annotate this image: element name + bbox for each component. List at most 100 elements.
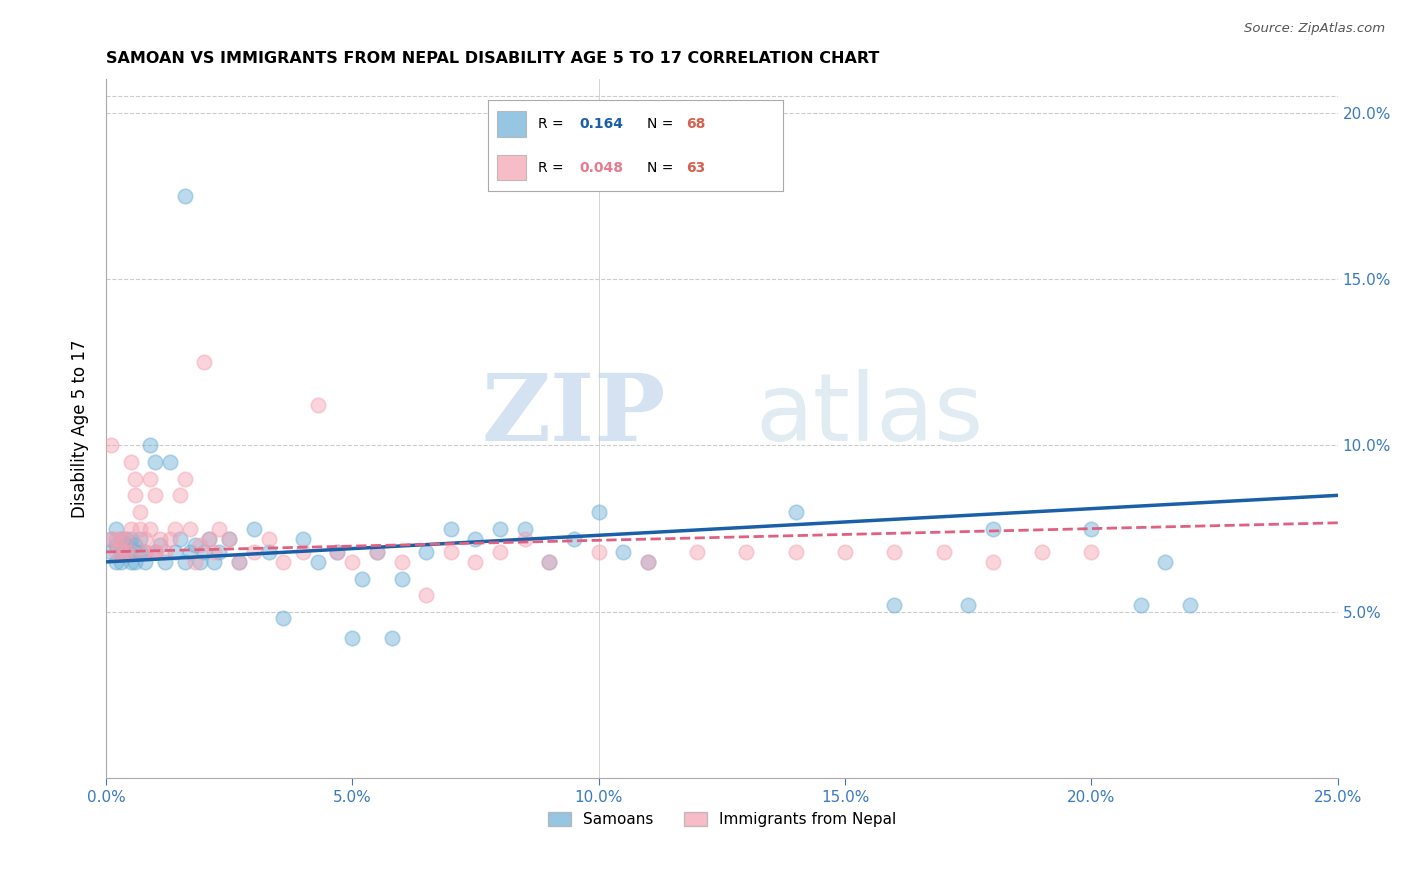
Text: ZIP: ZIP: [482, 370, 666, 459]
Point: [686, 545, 709, 559]
Point: [538, 555, 561, 569]
Point: [326, 545, 349, 559]
Point: [179, 522, 201, 536]
Point: [110, 532, 132, 546]
Point: [139, 522, 162, 536]
Point: [134, 555, 156, 569]
Point: [538, 555, 561, 569]
Legend: Samoans, Immigrants from Nepal: Samoans, Immigrants from Nepal: [541, 806, 903, 833]
Point: [307, 555, 329, 569]
Point: [391, 555, 413, 569]
Point: [588, 545, 610, 559]
Point: [163, 522, 186, 536]
Point: [366, 545, 388, 559]
Point: [218, 532, 240, 546]
Point: [342, 555, 364, 569]
Point: [883, 598, 905, 612]
Point: [352, 572, 374, 586]
Point: [124, 555, 146, 569]
Point: [489, 522, 512, 536]
Point: [129, 532, 152, 546]
Point: [120, 555, 142, 569]
Point: [143, 545, 166, 559]
Point: [110, 545, 132, 559]
Point: [129, 522, 152, 536]
Point: [159, 455, 181, 469]
Point: [513, 532, 536, 546]
Point: [981, 522, 1004, 536]
Point: [114, 545, 136, 559]
Point: [153, 555, 176, 569]
Point: [188, 538, 211, 552]
Point: [188, 555, 211, 569]
Point: [1080, 545, 1102, 559]
Point: [612, 545, 634, 559]
Point: [637, 555, 659, 569]
Point: [173, 472, 195, 486]
Point: [100, 545, 122, 559]
Point: [120, 455, 142, 469]
Y-axis label: Disability Age 5 to 17: Disability Age 5 to 17: [72, 340, 89, 518]
Point: [440, 522, 463, 536]
Point: [1031, 545, 1053, 559]
Point: [120, 532, 142, 546]
Point: [193, 355, 215, 369]
Point: [381, 632, 404, 646]
Point: [242, 545, 264, 559]
Point: [143, 545, 166, 559]
Point: [202, 555, 225, 569]
Point: [198, 532, 221, 546]
Point: [1154, 555, 1177, 569]
Point: [198, 532, 221, 546]
Point: [1129, 598, 1152, 612]
Point: [149, 538, 172, 552]
Point: [415, 545, 437, 559]
Point: [464, 555, 486, 569]
Point: [124, 538, 146, 552]
Point: [271, 555, 294, 569]
Point: [562, 532, 585, 546]
Point: [957, 598, 980, 612]
Point: [883, 545, 905, 559]
Point: [124, 488, 146, 502]
Point: [114, 532, 136, 546]
Point: [513, 522, 536, 536]
Point: [218, 532, 240, 546]
Point: [489, 545, 512, 559]
Point: [1080, 522, 1102, 536]
Point: [588, 505, 610, 519]
Point: [169, 488, 191, 502]
Point: [834, 545, 856, 559]
Point: [143, 488, 166, 502]
Point: [104, 538, 127, 552]
Point: [183, 538, 205, 552]
Point: [464, 532, 486, 546]
Point: [193, 545, 215, 559]
Point: [785, 545, 807, 559]
Point: [326, 545, 349, 559]
Point: [110, 555, 132, 569]
Point: [932, 545, 955, 559]
Point: [139, 472, 162, 486]
Point: [202, 545, 225, 559]
Point: [104, 522, 127, 536]
Point: [134, 545, 156, 559]
Point: [120, 545, 142, 559]
Text: Source: ZipAtlas.com: Source: ZipAtlas.com: [1244, 22, 1385, 36]
Point: [366, 545, 388, 559]
Point: [149, 532, 172, 546]
Point: [292, 532, 315, 546]
Point: [143, 455, 166, 469]
Point: [143, 545, 166, 559]
Point: [129, 505, 152, 519]
Point: [110, 545, 132, 559]
Point: [153, 545, 176, 559]
Point: [120, 522, 142, 536]
Point: [114, 538, 136, 552]
Point: [257, 532, 280, 546]
Point: [242, 522, 264, 536]
Point: [271, 611, 294, 625]
Point: [104, 555, 127, 569]
Point: [100, 532, 122, 546]
Point: [159, 532, 181, 546]
